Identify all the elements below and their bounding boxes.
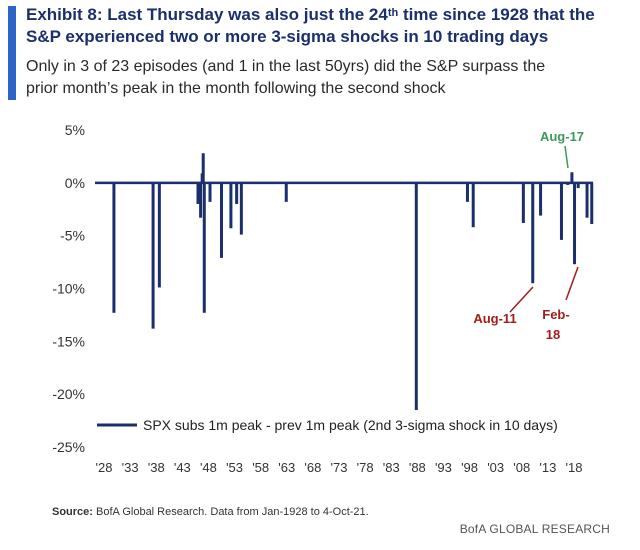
x-tick-label: '08 (513, 460, 530, 475)
bar-chart: 5% 0% -5% -10% -15% -20% -25% '28 '33 '38 '43 '48 '5… (52, 122, 594, 475)
chart-title: Exhibit 8: Last Thursday was also just t… (26, 4, 626, 48)
source-label: Source: (52, 506, 93, 518)
data-bar (570, 172, 574, 183)
data-bar (471, 182, 475, 228)
x-tick-label: '18 (566, 460, 583, 475)
subtitle-line-1: Only in 3 of 23 episodes (and 1 in the l… (26, 58, 546, 75)
x-tick-label: '03 (487, 460, 504, 475)
data-bar (521, 182, 525, 223)
y-tick-label: -25% (52, 439, 85, 455)
annotation-aug-17-pointer (564, 145, 569, 169)
data-bar (112, 182, 116, 313)
x-tick-label: '78 (357, 460, 374, 475)
source-note: Source: BofA Global Research. Data from … (52, 506, 369, 518)
data-bar (235, 182, 239, 204)
accent-bar (8, 6, 16, 100)
legend-label: SPX subs 1m peak - prev 1m peak (2nd 3-s… (143, 417, 558, 433)
y-tick-label: -15% (52, 333, 85, 349)
subtitle-line-2: prior month’s peak in the month followin… (26, 80, 446, 97)
annotation-feb-18-pointer (565, 266, 579, 301)
data-bar (199, 182, 203, 218)
data-bar (208, 182, 212, 202)
data-bar (559, 182, 563, 240)
data-bar (576, 182, 580, 189)
x-tick-label: '38 (148, 460, 165, 475)
data-bar (531, 182, 535, 284)
data-bar (201, 153, 205, 183)
y-tick-label: -5% (60, 228, 85, 244)
data-bar (414, 182, 418, 411)
x-tick-label: '33 (122, 460, 139, 475)
title-superscript: th (387, 7, 399, 19)
data-bar (539, 182, 543, 216)
brand-label: BofA GLOBAL RESEARCH (459, 522, 610, 536)
x-tick-label: '93 (435, 460, 452, 475)
x-tick-label: '13 (539, 460, 556, 475)
x-tick-label: '68 (304, 460, 321, 475)
x-tick-label: '53 (226, 460, 243, 475)
x-tick-label: '73 (331, 460, 348, 475)
x-tick-label: '48 (200, 460, 217, 475)
data-bar (573, 182, 577, 265)
x-tick-label: '58 (252, 460, 269, 475)
x-tick-label: '83 (383, 460, 400, 475)
y-tick-label: 5% (65, 122, 85, 138)
annotation-aug-11-pointer (509, 286, 534, 313)
annotation-feb-18-line1: Feb- (542, 307, 569, 322)
data-bar (284, 182, 288, 202)
data-bar (590, 182, 594, 225)
annotation-feb-18-line2: 18 (546, 327, 560, 342)
y-tick-label: -10% (52, 281, 85, 297)
data-bar (157, 182, 161, 288)
data-bar (151, 182, 155, 329)
data-bar (202, 182, 206, 313)
title-prefix: Exhibit 8: Last Thursday was also just t… (26, 5, 388, 24)
x-tick-label: '63 (278, 460, 295, 475)
x-tick-label: '98 (461, 460, 478, 475)
x-tick-label: '43 (174, 460, 191, 475)
x-tick-label: '28 (96, 460, 113, 475)
data-bar (229, 182, 233, 229)
data-bar (239, 182, 243, 235)
y-tick-label: -20% (52, 386, 85, 402)
data-bar (220, 182, 223, 258)
data-bar (465, 182, 469, 202)
title-rest: time since 1928 that the (398, 5, 595, 24)
data-bar (196, 182, 200, 204)
annotation-aug-17: Aug-17 (540, 129, 584, 144)
source-text: BofA Global Research. Data from Jan-1928… (96, 506, 369, 518)
title-line-2: S&P experienced two or more 3-sigma shoc… (26, 27, 549, 46)
data-bar (585, 182, 589, 218)
x-tick-label: '88 (409, 460, 426, 475)
annotation-aug-11: Aug-11 (473, 311, 516, 326)
chart-subtitle: Only in 3 of 23 episodes (and 1 in the l… (26, 56, 626, 100)
y-tick-label: 0% (65, 175, 85, 191)
